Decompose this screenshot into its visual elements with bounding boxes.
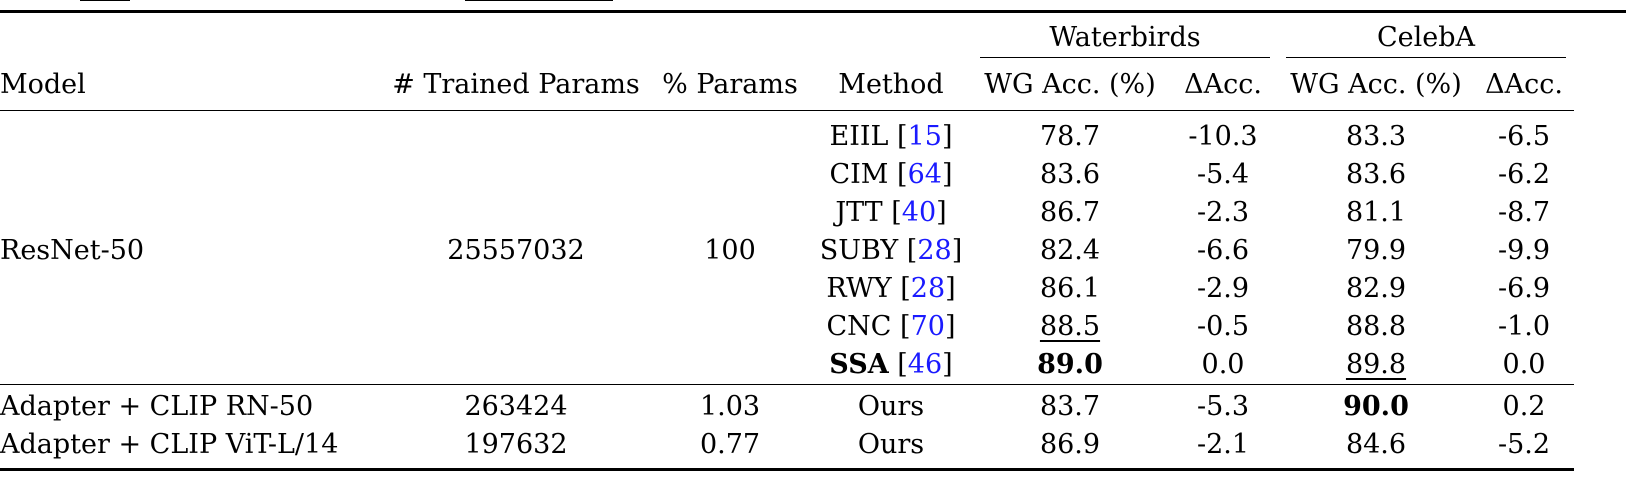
method-cell: RWY [28] [826, 273, 956, 304]
table-top-rule [0, 10, 1626, 13]
ca-delta-cell: -8.7 [1497, 197, 1551, 228]
table-row: ResNet-50 25557032 100 EIIL [15] 78.7 -1… [0, 111, 1574, 266]
pct-params-cell: 0.77 [650, 426, 810, 471]
citation-link[interactable]: 40 [901, 197, 937, 228]
wb-delta-cell: 0.0 [1201, 349, 1245, 380]
method-cell: JTT [40] [835, 197, 947, 228]
citation-link[interactable]: 28 [917, 235, 952, 266]
wb-delta-cell: -10.3 [1188, 121, 1258, 152]
table-row: SSA [46] 89.0 0.0 89.8 0.0 [0, 346, 1574, 385]
group-header-waterbirds: Waterbirds [972, 16, 1278, 60]
ca-delta-cell: -5.2 [1474, 426, 1574, 471]
pct-params-resnet50: 100 [704, 235, 756, 266]
pct-params-cell: 1.03 [650, 384, 810, 426]
ca-delta-cell: -6.2 [1497, 159, 1551, 190]
method-cell: Ours [810, 426, 972, 471]
trained-params-resnet50: 25557032 [447, 235, 585, 266]
table-row: Adapter + CLIP RN-50 263424 1.03 Ours 83… [0, 384, 1574, 426]
wb-acc-cell: 82.4 [1039, 235, 1101, 266]
best-value: 89.0 [1037, 349, 1103, 380]
wb-acc-cell: 83.6 [1039, 159, 1101, 190]
wb-delta-cell: -5.4 [1196, 159, 1250, 190]
ca-delta-cell: -1.0 [1497, 311, 1551, 342]
header-wb-acc: WG Acc. (%) [972, 60, 1168, 111]
wb-acc-cell: 86.9 [972, 426, 1168, 471]
header-ca-delta: ΔAcc. [1474, 60, 1574, 111]
model-cell: Adapter + CLIP RN-50 [0, 384, 382, 426]
ca-acc-cell: 89.8 [1278, 346, 1474, 385]
method-cell: Ours [810, 384, 972, 426]
citation-link[interactable]: 70 [910, 311, 945, 342]
ca-delta-cell: 0.2 [1474, 384, 1574, 426]
second-best-value: 89.8 [1345, 349, 1407, 380]
caption-underline-2 [465, 0, 613, 1]
group-header-row: Waterbirds CelebA [0, 16, 1574, 60]
wb-delta-cell: -2.3 [1196, 197, 1250, 228]
table-row: CIM [64] 83.6 -5.4 83.6 -6.2 [0, 156, 1574, 194]
citation-link[interactable]: 64 [907, 159, 942, 190]
ca-acc-cell: 81.1 [1345, 197, 1407, 228]
wb-delta-cell: -2.9 [1196, 273, 1250, 304]
citation-link[interactable]: 15 [907, 121, 942, 152]
wb-acc-cell: 89.0 [972, 346, 1168, 385]
caption-fragment [0, 0, 1626, 10]
method-cell: EIIL [15] [829, 121, 953, 152]
ca-delta-cell: -6.9 [1497, 273, 1551, 304]
ca-acc-cell: 90.0 [1278, 384, 1474, 426]
ca-delta-cell: -9.9 [1497, 235, 1551, 266]
wb-delta-cell: -6.6 [1196, 235, 1250, 266]
best-value: 90.0 [1343, 391, 1409, 422]
group-header-celeba: CelebA [1278, 16, 1574, 60]
method-cell: SUBY [28] [819, 235, 963, 266]
method-cell: SSA [46] [829, 349, 953, 380]
method-cell: CIM [64] [829, 159, 953, 190]
citation-link[interactable]: 28 [910, 273, 946, 304]
method-cell: CNC [70] [826, 311, 956, 342]
header-pct-params: % Params [650, 60, 810, 111]
wb-acc-cell: 88.5 [972, 308, 1168, 346]
second-best-value: 88.5 [1039, 311, 1101, 342]
wb-delta-cell: -5.3 [1168, 384, 1278, 426]
header-wb-delta: ΔAcc. [1168, 60, 1278, 111]
table-row: Adapter + CLIP ViT-L/14 197632 0.77 Ours… [0, 426, 1574, 471]
header-method: Method [810, 60, 972, 111]
wb-delta-cell: -2.1 [1168, 426, 1278, 471]
ca-acc-cell: 83.3 [1345, 121, 1407, 152]
trained-params-cell: 263424 [382, 384, 650, 426]
results-table: Waterbirds CelebA Model # Trained Params… [0, 16, 1574, 471]
ca-acc-cell: 83.6 [1345, 159, 1407, 190]
ca-acc-cell: 88.8 [1345, 311, 1407, 342]
trained-params-cell: 197632 [382, 426, 650, 471]
ca-delta-cell: -6.5 [1497, 121, 1551, 152]
table-row: JTT [40] 86.7 -2.3 81.1 -8.7 [0, 194, 1574, 232]
table-row: RWY [28] 86.1 -2.9 82.9 -6.9 [0, 270, 1574, 308]
wb-acc-cell: 86.1 [1039, 273, 1101, 304]
table-row: CNC [70] 88.5 -0.5 88.8 -1.0 [0, 308, 1574, 346]
column-header-row: Model # Trained Params % Params Method W… [0, 60, 1574, 111]
model-resnet50: ResNet-50 [0, 235, 145, 266]
wb-acc-cell: 78.7 [1039, 121, 1101, 152]
header-model: Model [0, 60, 382, 111]
citation-link[interactable]: 46 [907, 349, 943, 380]
ca-acc-cell: 84.6 [1278, 426, 1474, 471]
header-trained-params: # Trained Params [382, 60, 650, 111]
ca-acc-cell: 79.9 [1345, 235, 1407, 266]
table-row: SUBY [28] 82.4 -6.6 79.9 -9.9 [0, 232, 1574, 270]
header-ca-acc: WG Acc. (%) [1278, 60, 1474, 111]
caption-underline-1 [80, 0, 130, 1]
wb-acc-cell: 86.7 [1039, 197, 1101, 228]
model-cell: Adapter + CLIP ViT-L/14 [0, 426, 382, 471]
ca-acc-cell: 82.9 [1345, 273, 1407, 304]
ca-delta-cell: 0.0 [1502, 349, 1546, 380]
wb-delta-cell: -0.5 [1196, 311, 1250, 342]
wb-acc-cell: 83.7 [972, 384, 1168, 426]
